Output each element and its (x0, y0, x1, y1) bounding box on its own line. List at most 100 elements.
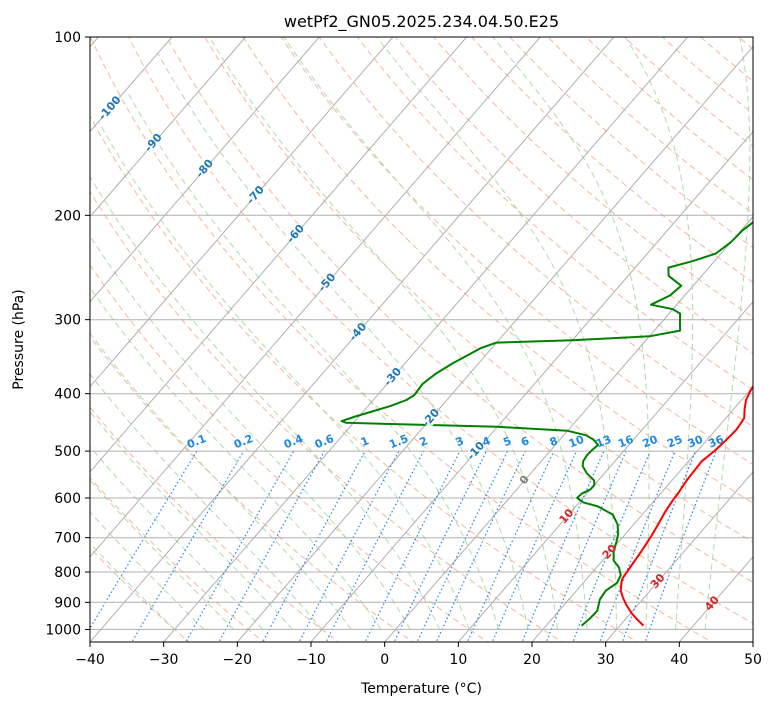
mixing-ratio-label: 3 (454, 434, 466, 449)
y-axis-label: Pressure (hPa) (11, 289, 27, 389)
isotherm-label-bg (347, 321, 369, 343)
mixing-ratio-line (545, 450, 627, 642)
mixing-ratio-line (90, 450, 198, 630)
isotherm-line (605, 471, 753, 642)
mixing-ratio-label: 0.4 (282, 432, 305, 451)
dry-adiabat-line (509, 37, 753, 249)
mixing-ratio-label: 8 (548, 434, 560, 449)
y-tick-label: 800 (54, 565, 81, 581)
y-axis: 1000 900 800 700 600 500 400 300 200 100 (45, 30, 90, 638)
mixing-ratio-label: 10 (567, 433, 586, 451)
mixing-ratio-label: 36 (706, 433, 725, 451)
moist-adiabat-line (90, 542, 175, 630)
temperature-profile-line (619, 384, 753, 627)
dry-adiabat-line (395, 37, 753, 354)
dry-adiabat-line (166, 37, 753, 583)
isotherm-label-bg (465, 440, 487, 462)
dry-adiabat-line (90, 190, 564, 642)
moist-adiabat-line (624, 37, 694, 630)
moist-adiabat-line (90, 410, 293, 630)
mixing-ratio-line (491, 450, 578, 642)
mixing-ratio-line (521, 450, 605, 642)
dry-adiabat-line (433, 37, 753, 319)
dry-adiabat-line (738, 37, 753, 50)
x-tick-label: 30 (597, 652, 615, 668)
dry-adiabat-line (242, 37, 753, 504)
mixing-ratio-label: 20 (641, 433, 660, 451)
dry-adiabat-line (90, 335, 414, 642)
isotherm-label-bg (285, 223, 307, 245)
isotherm-label-bg (194, 158, 216, 180)
moist-adiabat-line (90, 235, 411, 630)
x-axis-label: Temperature (°C) (360, 681, 482, 697)
moist-adiabat-line (98, 122, 470, 630)
plot-frame (89, 36, 754, 643)
isotherm-line (90, 37, 541, 558)
isotherm-line (90, 37, 615, 642)
dry-adiabat-line (318, 37, 753, 428)
moist-adiabat-line (90, 175, 441, 630)
isotherm-line (90, 37, 320, 303)
mixing-ratio-label: 6 (519, 434, 531, 449)
mixing-ratio-line (185, 450, 295, 642)
mixing-ratio-label: 30 (686, 433, 705, 451)
x-tick-label: 0 (380, 652, 389, 668)
mixing-ratio-label: 0.6 (313, 432, 336, 451)
y-tick-label: 400 (54, 387, 81, 403)
mixing-ratio-line (466, 450, 555, 642)
moist-adiabat-line (90, 286, 382, 630)
isotherm-label-bg (245, 184, 267, 207)
chart-title: wetPf2_GN05.2025.234.04.50.E25 (284, 12, 559, 32)
dry-adiabat-line (90, 406, 340, 642)
isotherm-label-bg (316, 272, 338, 294)
moist-adiabat-line (90, 373, 323, 630)
mixing-ratio-label: 5 (501, 434, 513, 449)
isotherm-label-bg (99, 97, 121, 120)
moist-adiabat-line (90, 511, 205, 630)
isotherm-line (90, 37, 467, 473)
dewpoint-profile-line (340, 221, 753, 627)
isotherm-line (90, 37, 394, 388)
isotherm-label-bg (382, 366, 404, 388)
mixing-ratio-line (599, 450, 676, 642)
y-tick-label: 200 (54, 208, 81, 224)
mixing-ratio-label: 0.1 (185, 432, 208, 451)
mixing-ratio-line (644, 450, 717, 642)
isotherm-line (384, 215, 753, 642)
dry-adiabat-line (623, 37, 753, 148)
dry-adiabat-line (90, 114, 639, 642)
isoline-labels: -100-90-80-70-60-50-40-30-20-10010203040… (96, 93, 726, 613)
isotherm-line (163, 37, 688, 642)
moist-adiabat-line (209, 37, 559, 630)
mixing-ratio-line (131, 450, 245, 642)
mixing-ratio-line (218, 450, 326, 642)
x-tick-label: 20 (523, 652, 541, 668)
y-tick-label: 500 (54, 444, 81, 460)
mixing-ratio-label: 1.5 (387, 432, 410, 451)
isotherm-label-bg (143, 132, 165, 154)
mixing-ratio-label: 13 (594, 433, 613, 451)
dry-adiabat-line (90, 476, 265, 642)
moist-adiabat-line (157, 53, 529, 630)
moist-adiabat-line (90, 479, 234, 630)
x-tick-label: −10 (296, 652, 326, 668)
mixing-ratio-line (262, 450, 366, 642)
x-tick-label: −30 (149, 652, 179, 668)
x-axis: −40 −30 −20 −10 0 10 20 30 40 50 (75, 642, 762, 668)
dry-adiabat-line (128, 37, 753, 624)
dry-adiabat-line (90, 37, 713, 642)
dry-adiabat-line (90, 264, 489, 642)
mixing-ratio-line (416, 450, 509, 642)
y-tick-label: 300 (54, 313, 81, 329)
mixing-ratio-line (325, 450, 425, 642)
isotherm-line (236, 45, 753, 642)
isotherm-line (457, 300, 753, 642)
mixing-ratio-line (298, 450, 400, 642)
data-lines (340, 221, 753, 627)
isotherm-label-bg (420, 407, 442, 429)
mixing-ratio-line (393, 450, 488, 642)
background-lines (90, 37, 753, 642)
moist-adiabat-line (127, 92, 500, 630)
isotherm-line (752, 641, 753, 642)
dry-adiabat-line (204, 37, 753, 543)
